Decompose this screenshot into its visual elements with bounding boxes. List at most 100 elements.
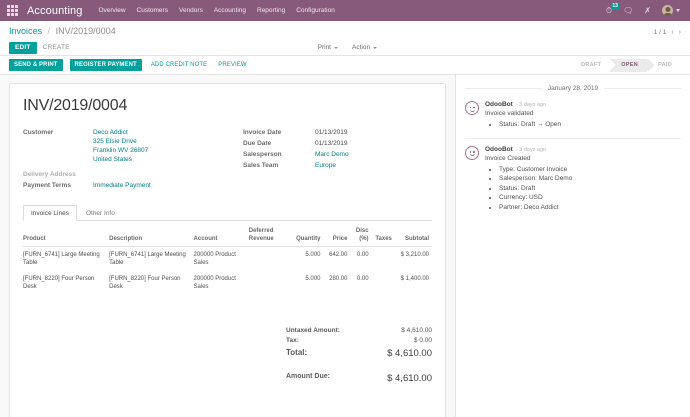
control-panel: Invoices / INV/2019/0004 1 / 1 ‹ › EDIT … <box>0 21 690 56</box>
send-and-print-button[interactable]: SEND & PRINT <box>9 59 63 71</box>
invoice-fields: Customer Deco Addict 325 Elsie Drive Fra… <box>23 128 432 192</box>
systray: ⏱ 13 🗨 ✗ <box>605 2 683 16</box>
chatter-thread: January 28, 2019 OdooBot - 3 days ago In… <box>456 75 690 220</box>
delivery-address-label: Delivery Address <box>23 171 76 178</box>
invoice-sheet: INV/2019/0004 Customer Deco Addict 325 E… <box>9 83 446 417</box>
cell-subtotal: $ 1,400.00 <box>400 276 429 282</box>
tracking-item: Type: Customer Invoice <box>499 165 681 175</box>
form-statusbar-row: SEND & PRINT REGISTER PAYMENT ADD CREDIT… <box>0 56 690 75</box>
totals-total-row: Total: $ 4,610.00 <box>286 345 432 361</box>
chatter-date: January 28, 2019 <box>547 85 599 92</box>
top-navbar: Accounting Overview Customers Vendors Ac… <box>0 0 690 21</box>
chevron-down-icon <box>676 9 680 12</box>
header-product: Product <box>23 228 110 247</box>
total-value: $ 4,610.00 <box>387 348 432 359</box>
untaxed-amount-label: Untaxed Amount: <box>286 326 340 334</box>
form-column: INV/2019/0004 Customer Deco Addict 325 E… <box>0 75 455 417</box>
app-brand-title[interactable]: Accounting <box>27 4 83 17</box>
status-paid[interactable]: PAID <box>647 58 681 72</box>
add-credit-note-button[interactable]: ADD CREDIT NOTE <box>149 59 209 71</box>
status-draft[interactable]: DRAFT <box>570 58 618 72</box>
register-payment-button[interactable]: REGISTER PAYMENT <box>69 59 142 71</box>
table-head: Product Description Account Deferred Rev… <box>23 228 432 247</box>
chevron-right-icon[interactable]: › <box>678 29 681 36</box>
breadcrumb-separator: / <box>47 26 51 36</box>
salesperson-label: Salesperson <box>243 151 282 158</box>
customer-address-line-2: Franklin WV 26807 <box>93 147 149 154</box>
cell-quantity: 5.000 <box>305 276 321 282</box>
field-group-right: Invoice Date 01/13/2019 Due Date 01/13/2… <box>235 128 432 192</box>
totals-table: Untaxed Amount: $ 4,610.00 Tax: $ 0.00 T… <box>286 325 432 386</box>
header-description: Description <box>109 228 194 247</box>
divider-right <box>604 88 682 89</box>
header-price: Price <box>323 228 351 247</box>
status-open[interactable]: OPEN <box>610 58 654 72</box>
customer-address-line-1: 325 Elsie Drive <box>93 138 137 145</box>
preview-button[interactable]: PREVIEW <box>216 59 248 71</box>
message-author[interactable]: OdooBot <box>485 145 513 153</box>
field-invoice-date: Invoice Date 01/13/2019 <box>243 128 432 137</box>
due-date-value[interactable]: 01/13/2019 <box>315 140 348 147</box>
cell-quantity: 5.000 <box>305 252 321 258</box>
cell-taxes <box>372 247 395 272</box>
chatter-message: OdooBot - 3 days ago Invoice Created Typ… <box>465 145 681 221</box>
menu-item-reporting[interactable]: Reporting <box>257 7 286 14</box>
tax-value: $ 0.00 <box>413 336 432 344</box>
sales-team-value[interactable]: Europe <box>315 162 336 169</box>
form-action-buttons: SEND & PRINT REGISTER PAYMENT ADD CREDIT… <box>9 59 249 71</box>
invoice-date-value[interactable]: 01/13/2019 <box>315 129 348 136</box>
edit-button[interactable]: EDIT <box>9 41 37 54</box>
tab-invoice-lines[interactable]: Invoice Lines <box>23 205 77 221</box>
cell-product: [FURN_6741] Large Meeting Table <box>23 252 100 266</box>
customer-name[interactable]: Deco Addict <box>93 129 128 136</box>
field-customer: Customer Deco Addict 325 Elsie Drive Fra… <box>23 128 235 164</box>
debug-icon[interactable]: ✗ <box>644 5 651 15</box>
tracking-item: Salesperson: Marc Demo <box>499 174 681 184</box>
menu-item-configuration[interactable]: Configuration <box>296 7 335 14</box>
menu-item-overview[interactable]: Overview <box>98 7 126 14</box>
create-button[interactable]: CREATE <box>37 42 76 54</box>
message-author[interactable]: OdooBot <box>485 101 513 108</box>
table-row[interactable]: [FURN_8220] Four Person Desk [FURN_8220]… <box>23 271 432 295</box>
apps-grid-icon[interactable] <box>7 5 18 16</box>
chatter-message: OdooBot - 3 days ago Invoice validated S… <box>465 101 681 139</box>
tracking-item: Status: Draft <box>499 184 681 194</box>
table-body: [FURN_6741] Large Meeting Table [FURN_67… <box>23 247 432 296</box>
breadcrumb-invoices-link[interactable]: Invoices <box>9 26 43 36</box>
chevron-left-icon[interactable]: ‹ <box>671 29 674 36</box>
tracking-item: Status: Draft → Open <box>499 120 681 130</box>
action-dropdown[interactable]: Action <box>352 44 378 51</box>
amount-due-label: Amount Due: <box>286 373 330 380</box>
tab-other-info[interactable]: Other Info <box>85 210 115 217</box>
cell-account: 200000 Product Sales <box>193 252 236 266</box>
chatter-panel: Send message Log note Schedule activity … <box>455 75 690 417</box>
payment-terms-value[interactable]: Immediate Payment <box>93 182 151 189</box>
main-body: INV/2019/0004 Customer Deco Addict 325 E… <box>0 75 690 417</box>
header-subtotal: Subtotal <box>394 228 432 247</box>
due-date-label: Due Date <box>243 140 272 147</box>
chatter-date-separator: January 28, 2019 <box>465 85 682 92</box>
menu-item-vendors[interactable]: Vendors <box>178 7 203 14</box>
totals-untaxed-row: Untaxed Amount: $ 4,610.00 <box>286 325 432 335</box>
clock-activity-icon[interactable]: ⏱ 13 <box>605 2 620 15</box>
odoobot-avatar-icon <box>465 145 479 160</box>
cell-price: 280.00 <box>329 276 348 282</box>
totals-amount-due-row: Amount Due: $ 4,610.00 <box>286 372 432 386</box>
field-salesperson: Salesperson Marc Demo <box>243 150 432 159</box>
table-row[interactable]: [FURN_6741] Large Meeting Table [FURN_67… <box>23 247 432 272</box>
chevron-down-icon <box>334 46 338 49</box>
message-tracking-list: Type: Customer Invoice Salesperson: Marc… <box>485 165 681 213</box>
cell-description: [FURN_8220] Four Person Desk <box>109 276 181 290</box>
user-menu[interactable] <box>662 5 680 16</box>
payment-terms-label: Payment Terms <box>23 182 71 189</box>
menu-item-customers[interactable]: Customers <box>136 7 168 14</box>
salesperson-value[interactable]: Marc Demo <box>315 151 349 158</box>
message-tracking-list: Status: Draft → Open <box>485 120 681 130</box>
menu-item-accounting[interactable]: Accounting <box>213 7 246 14</box>
messages-icon[interactable]: 🗨 <box>623 5 634 15</box>
cell-account: 200000 Product Sales <box>193 276 236 290</box>
notebook-tabs: Invoice Lines Other Info <box>23 204 432 221</box>
print-dropdown[interactable]: Print <box>318 44 338 51</box>
notebook: Invoice Lines Other Info Product Descrip… <box>23 204 432 386</box>
odoobot-avatar-icon <box>465 101 479 115</box>
